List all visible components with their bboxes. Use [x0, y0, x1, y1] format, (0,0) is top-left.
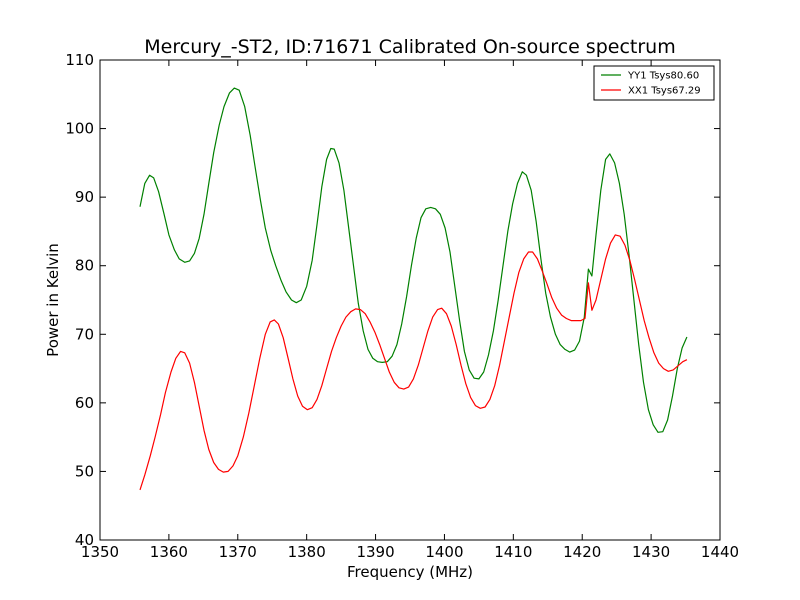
chart-title: Mercury_-ST2, ID:71671 Calibrated On-sou…: [144, 36, 675, 58]
y-tick-label-4: 80: [75, 257, 94, 275]
series-line-1: [139, 234, 688, 491]
x-tick-label-9: 1440: [701, 543, 739, 561]
plot-frame: [99, 59, 721, 541]
legend-label-xx1: XX1 Tsys67.29: [628, 86, 701, 97]
x-tick-label-5: 1400: [425, 543, 463, 561]
x-tick-label-7: 1420: [563, 543, 601, 561]
plot-area: 1350 1360 1370 1380 1390 1400 1410 1420 1430 1440…: [65, 51, 739, 561]
x-tick-label-2: 1370: [219, 543, 257, 561]
x-axis-label: Frequency (MHz): [347, 563, 473, 581]
x-tick-label-3: 1380: [288, 543, 326, 561]
x-tick-label-6: 1410: [494, 543, 532, 561]
y-tick-label-3: 70: [75, 325, 94, 343]
series-line-0: [139, 87, 688, 433]
x-tick-label-8: 1430: [632, 543, 670, 561]
ticks-layer: 1350 1360 1370 1380 1390 1400 1410 1420 1430 1440…: [65, 51, 739, 561]
plot-background: [100, 60, 720, 540]
x-tick-label-0: 1350: [81, 543, 119, 561]
y-tick-label-5: 90: [75, 188, 94, 206]
y-tick-label-1: 50: [75, 462, 94, 480]
y-tick-label-2: 60: [75, 394, 94, 412]
legend-label-yy1: YY1 Tsys80.60: [627, 71, 699, 82]
legend-box: [593, 65, 715, 101]
y-tick-label-6: 100: [65, 120, 94, 138]
legend: YY1 Tsys80.60 XX1 Tsys67.29: [593, 65, 715, 101]
series-layer: [139, 87, 688, 491]
y-tick-label-0: 40: [75, 531, 94, 549]
y-axis-label: Power in Kelvin: [44, 243, 62, 357]
x-tick-label-1: 1360: [150, 543, 188, 561]
x-tick-label-4: 1390: [356, 543, 394, 561]
y-tick-label-7: 110: [65, 51, 94, 69]
